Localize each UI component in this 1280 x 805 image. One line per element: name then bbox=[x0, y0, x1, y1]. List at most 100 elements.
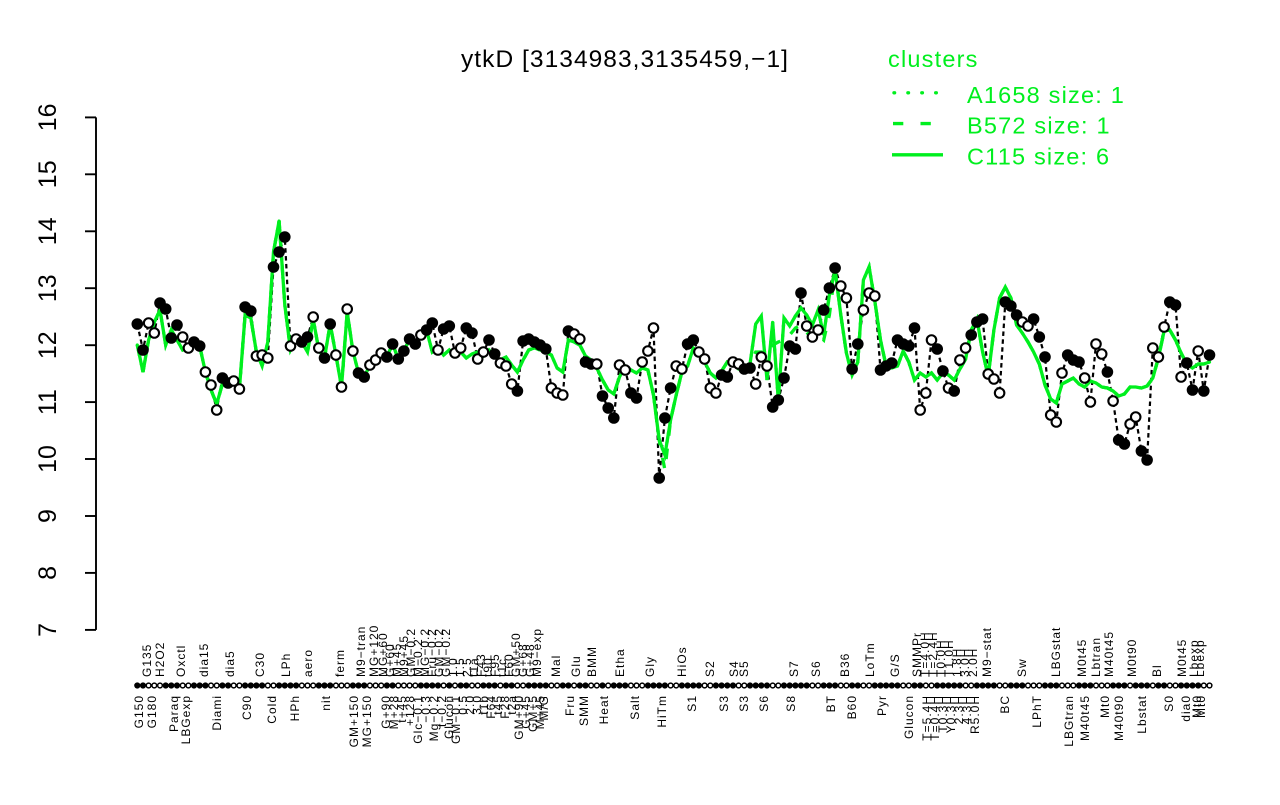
svg-text:GM+90: GM+90 bbox=[512, 695, 526, 740]
svg-text:C90: C90 bbox=[240, 695, 254, 720]
svg-text:M40t90: M40t90 bbox=[1112, 695, 1126, 741]
svg-text:T=4.0H: T=4.0H bbox=[918, 631, 932, 677]
svg-text:MG+120: MG+120 bbox=[367, 625, 381, 677]
svg-text:0.5: 0.5 bbox=[456, 695, 470, 715]
svg-text:Lbexp: Lbexp bbox=[1187, 639, 1201, 677]
svg-text:S0: S0 bbox=[1162, 695, 1176, 712]
svg-text:7: 7 bbox=[34, 623, 62, 637]
svg-text:BC: BC bbox=[998, 695, 1012, 714]
svg-text:Oxctl: Oxctl bbox=[174, 645, 188, 677]
svg-text:4.3H: 4.3H bbox=[960, 695, 974, 724]
svg-text:Mal: Mal bbox=[549, 655, 563, 677]
svg-text:GM−0.1: GM−0.1 bbox=[449, 695, 463, 744]
svg-text:−0.3: −0.3 bbox=[419, 695, 433, 723]
svg-text:Mt0: Mt0 bbox=[1190, 695, 1204, 718]
svg-text:M+45: M+45 bbox=[533, 695, 547, 729]
svg-text:Cold: Cold bbox=[265, 695, 279, 724]
svg-text:MG+150: MG+150 bbox=[360, 695, 374, 747]
svg-text:BMM: BMM bbox=[585, 646, 599, 677]
svg-text:Mt0: Mt0 bbox=[1194, 695, 1208, 718]
svg-text:15: 15 bbox=[34, 160, 62, 188]
svg-text:GM−0.2: GM−0.2 bbox=[404, 628, 418, 677]
svg-text:t2a: t2a bbox=[505, 695, 519, 715]
svg-text:LBGstat: LBGstat bbox=[1049, 627, 1063, 677]
svg-text:Bl: Bl bbox=[1150, 664, 1164, 677]
svg-text:G+90: G+90 bbox=[379, 695, 393, 729]
svg-text:S2: S2 bbox=[703, 660, 717, 677]
svg-text:T0:0H: T0:0H bbox=[934, 639, 948, 677]
svg-text:3.0: 3.0 bbox=[470, 695, 484, 715]
svg-text:t1a: t1a bbox=[467, 657, 481, 677]
svg-text:M40t45: M40t45 bbox=[1102, 631, 1116, 677]
svg-text:M9+45: M9+45 bbox=[397, 635, 411, 677]
svg-text:LBGtran: LBGtran bbox=[1062, 695, 1076, 747]
svg-text:HPh: HPh bbox=[288, 695, 302, 721]
svg-text:S5: S5 bbox=[737, 660, 751, 677]
svg-text:Paraq: Paraq bbox=[167, 695, 181, 732]
svg-text:1.8H: 1.8H bbox=[950, 648, 964, 677]
svg-text:dia0: dia0 bbox=[1179, 695, 1193, 722]
svg-text:Mg−0.2: Mg−0.2 bbox=[427, 695, 441, 741]
svg-text:Etha: Etha bbox=[613, 648, 627, 677]
svg-text:9: 9 bbox=[34, 509, 62, 523]
svg-text:S8: S8 bbox=[784, 695, 798, 712]
svg-text:G135: G135 bbox=[140, 644, 154, 677]
svg-text:Glucon: Glucon bbox=[442, 695, 456, 739]
svg-text:G/S: G/S bbox=[888, 653, 902, 677]
svg-text:F60: F60 bbox=[502, 653, 516, 677]
svg-text:M40t45: M40t45 bbox=[1078, 695, 1092, 741]
svg-text:LPh: LPh bbox=[279, 653, 293, 677]
svg-text:10: 10 bbox=[34, 445, 62, 473]
svg-text:G+60: G+60 bbox=[383, 643, 397, 677]
svg-text:GM+5: GM+5 bbox=[526, 695, 540, 732]
svg-text:H2O2: H2O2 bbox=[153, 642, 167, 677]
svg-text:ferm: ferm bbox=[333, 649, 347, 677]
svg-text:T=0.4H: T=0.4H bbox=[928, 695, 942, 741]
svg-text:SMMPr: SMMPr bbox=[910, 632, 924, 677]
svg-text:S3: S3 bbox=[717, 695, 731, 712]
svg-text:2.0H: 2.0H bbox=[966, 648, 980, 677]
svg-text:LPhT: LPhT bbox=[1030, 695, 1044, 728]
svg-text:t+45: t+45 bbox=[395, 695, 409, 723]
svg-text:Sw: Sw bbox=[1015, 658, 1029, 677]
svg-text:T1.0H: T1.0H bbox=[942, 639, 956, 677]
svg-text:t−0.2: t−0.2 bbox=[435, 695, 449, 727]
svg-text:G180: G180 bbox=[145, 695, 159, 728]
svg-text:M9−tran: M9−tran bbox=[354, 626, 368, 677]
svg-text:12: 12 bbox=[34, 331, 62, 359]
svg-text:Lbtran: Lbtran bbox=[1089, 637, 1103, 677]
svg-text:nit: nit bbox=[319, 695, 333, 711]
svg-text:T=5.4H: T=5.4H bbox=[920, 695, 934, 741]
svg-text:M+45: M+45 bbox=[390, 643, 404, 677]
svg-text:GM−0.2: GM−0.2 bbox=[432, 628, 446, 677]
svg-text:dia5: dia5 bbox=[223, 650, 237, 677]
svg-text:C30: C30 bbox=[253, 652, 267, 677]
svg-text:F64: F64 bbox=[484, 695, 498, 719]
svg-text:8: 8 bbox=[34, 566, 62, 580]
svg-text:F95: F95 bbox=[488, 653, 502, 677]
svg-text:F28: F28 bbox=[498, 695, 512, 719]
svg-text:2.3H: 2.3H bbox=[952, 695, 966, 724]
svg-text:Glu: Glu bbox=[569, 655, 583, 677]
svg-text:11: 11 bbox=[34, 389, 62, 415]
svg-text:M0t45: M0t45 bbox=[1075, 639, 1089, 677]
svg-text:S6: S6 bbox=[809, 660, 823, 677]
svg-text:S6: S6 bbox=[757, 695, 771, 712]
svg-text:1.0: 1.0 bbox=[446, 657, 460, 677]
svg-text:Mt0: Mt0 bbox=[1098, 695, 1112, 718]
svg-text:2.5: 2.5 bbox=[460, 657, 474, 677]
svg-text:3.0H: 3.0H bbox=[958, 648, 972, 677]
svg-text:13: 13 bbox=[34, 274, 62, 302]
svg-text:Lbexp: Lbexp bbox=[1193, 639, 1207, 677]
svg-text:Glc−0.1: Glc−0.1 bbox=[411, 695, 425, 744]
svg-text:M0t45: M0t45 bbox=[1175, 639, 1189, 677]
svg-text:M0t90: M0t90 bbox=[1125, 639, 1139, 677]
svg-text:14: 14 bbox=[34, 217, 62, 245]
svg-text:C115 size: 6: C115 size: 6 bbox=[967, 143, 1110, 169]
svg-text:S4: S4 bbox=[727, 660, 741, 677]
svg-text:S3: S3 bbox=[737, 695, 751, 712]
svg-text:ytkD [3134983,3135459,−1]: ytkD [3134983,3135459,−1] bbox=[461, 46, 789, 73]
svg-text:T=2.4H: T=2.4H bbox=[926, 631, 940, 677]
svg-text:t45: t45 bbox=[491, 695, 505, 715]
svg-text:+128: +128 bbox=[403, 695, 417, 726]
